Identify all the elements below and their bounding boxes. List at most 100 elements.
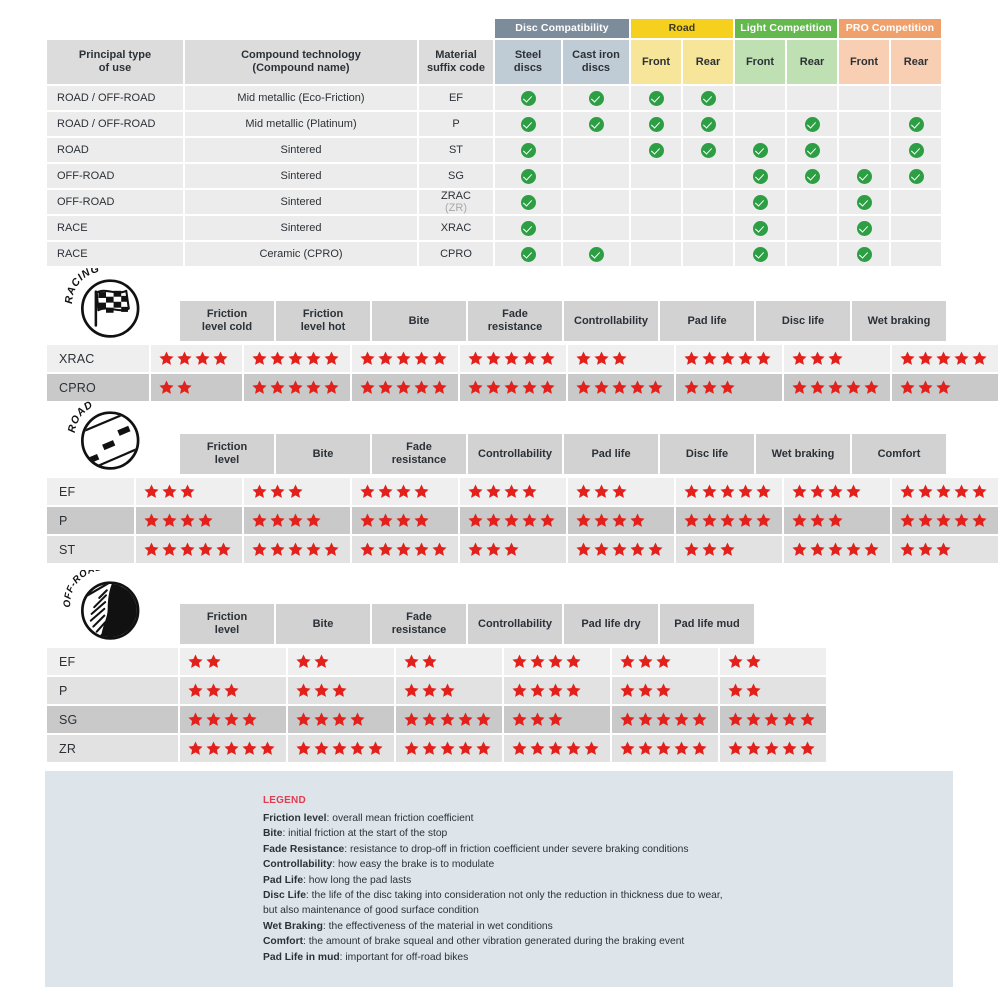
legend-term: Bite [263,828,283,840]
table-row: XRAC [47,345,998,372]
racing-rating-cell-7 [891,345,998,372]
cell-pro-front [839,112,889,136]
offroad-header-col-5: Pad life mud [660,604,754,644]
star-icon [162,513,177,528]
star-icon [720,380,735,395]
star-icon [486,484,501,499]
star-icon [180,484,195,499]
star-rating [900,484,990,499]
star-rating [792,542,882,557]
star-rating [360,484,450,499]
cell-compound-technology: Mid metallic (Eco-Friction) [185,86,417,110]
road-rating-cell-0 [136,478,242,505]
star-icon [432,351,447,366]
offroad-rating-cell-2 [396,706,502,733]
star-icon [296,712,311,727]
star-rating [252,380,342,395]
star-icon [432,542,447,557]
road-rating-cell-5 [676,478,782,505]
cell-steel-discs [495,112,561,136]
header-steel-discs: Steel discs [495,40,561,84]
star-icon [548,683,563,698]
star-icon [224,712,239,727]
star-icon [692,712,707,727]
star-icon [792,484,807,499]
star-icon [864,380,879,395]
star-rating [144,513,234,528]
legend-term: Comfort [263,936,304,948]
star-icon [954,484,969,499]
star-icon [692,741,707,756]
table-row: P [47,507,998,534]
star-icon [576,513,591,528]
star-icon [620,683,635,698]
star-icon [188,712,203,727]
star-icon [404,683,419,698]
road-rating-cell-6 [784,507,890,534]
star-rating [512,741,602,756]
cell-light-rear [787,242,837,266]
star-rating [468,380,558,395]
star-icon [620,654,635,669]
legend-description: : resistance to drop-off in friction coe… [344,843,689,855]
group-band-2: Light Competition [735,19,837,38]
star-icon [270,513,285,528]
racing-rating-cell-4 [567,374,674,401]
table-row: ROAD Sintered ST [47,138,941,162]
star-icon [548,654,563,669]
cell-road-front [631,112,681,136]
cell-pro-rear [891,86,941,110]
star-icon [648,542,663,557]
star-icon [252,351,267,366]
road-badge: ROAD [63,398,149,476]
star-icon [378,513,393,528]
star-icon [702,513,717,528]
legend-term: Friction level [263,813,327,824]
star-icon [504,542,519,557]
cell-road-front [631,164,681,188]
star-icon [720,351,735,366]
racing-header-col-5: Pad life [660,301,754,341]
star-rating [576,484,666,499]
star-icon [144,484,159,499]
cell-compound-technology: Sintered [185,164,417,188]
check-icon [588,116,604,132]
check-icon [520,246,536,262]
star-icon [144,542,159,557]
road-rating-cell-3 [460,536,566,563]
star-rating [728,654,818,669]
star-rating [296,683,386,698]
star-icon [288,542,303,557]
star-rating [728,741,818,756]
star-icon [368,741,383,756]
star-icon [918,484,933,499]
cell-light-front [735,164,785,188]
cell-road-front [631,86,681,110]
band-spacer [47,19,493,38]
offroad-badge: OFF-ROAD [62,562,149,646]
star-icon [828,513,843,528]
star-icon [612,351,627,366]
offroad-header-col-2: Fade resistance [372,604,466,644]
star-rating [360,380,450,395]
star-icon [252,542,267,557]
star-icon [972,513,987,528]
star-icon [422,654,437,669]
star-icon [954,351,969,366]
star-icon [270,484,285,499]
star-icon [306,542,321,557]
star-rating [404,683,494,698]
star-icon [216,542,231,557]
racing-rating-cell-1 [243,345,350,372]
star-icon [792,380,807,395]
cell-cast-iron-discs [563,86,629,110]
star-rating [296,654,386,669]
cell-material-suffix-code: EF [419,86,493,110]
star-icon [396,351,411,366]
star-icon [936,351,951,366]
racing-badge: RACING [63,263,149,344]
star-rating [188,654,278,669]
star-rating [468,484,558,499]
star-rating [188,741,278,756]
star-icon [828,484,843,499]
